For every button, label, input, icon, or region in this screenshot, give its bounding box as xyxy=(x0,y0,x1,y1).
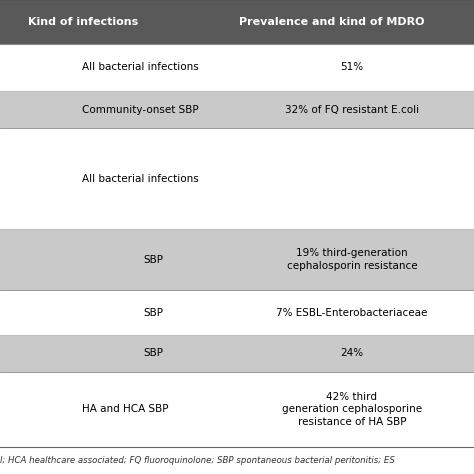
Text: 51%: 51% xyxy=(340,63,364,73)
Text: 7% ESBL-Enterobacteriaceae: 7% ESBL-Enterobacteriaceae xyxy=(276,308,428,318)
Bar xyxy=(0,372,474,447)
Bar xyxy=(0,291,474,335)
Text: HA and HCA SBP: HA and HCA SBP xyxy=(82,404,168,414)
Bar xyxy=(0,128,474,229)
Text: Community-onset SBP: Community-onset SBP xyxy=(82,105,199,115)
Text: Kind of infections: Kind of infections xyxy=(27,17,138,27)
Text: SBP: SBP xyxy=(143,308,164,318)
Bar xyxy=(0,44,474,91)
Text: 19% third-generation
cephalosporin resistance: 19% third-generation cephalosporin resis… xyxy=(287,248,417,271)
Text: All bacterial infections: All bacterial infections xyxy=(82,173,199,183)
Text: 32% of FQ resistant E.coli: 32% of FQ resistant E.coli xyxy=(285,105,419,115)
Text: 24%: 24% xyxy=(340,348,364,358)
Bar xyxy=(0,91,474,128)
Text: SBP: SBP xyxy=(143,348,164,358)
Text: All bacterial infections: All bacterial infections xyxy=(82,63,199,73)
Bar xyxy=(0,229,474,291)
Text: Prevalence and kind of MDRO: Prevalence and kind of MDRO xyxy=(239,17,425,27)
Text: SBP: SBP xyxy=(143,255,164,264)
Bar xyxy=(0,335,474,372)
Bar xyxy=(0,0,474,44)
Text: 42% third
generation cephalosporine
resistance of HA SBP: 42% third generation cephalosporine resi… xyxy=(282,392,422,427)
Text: l; HCA healthcare associated; FQ fluoroquinolone; SBP spontaneous bacterial peri: l; HCA healthcare associated; FQ fluoroq… xyxy=(0,456,395,465)
